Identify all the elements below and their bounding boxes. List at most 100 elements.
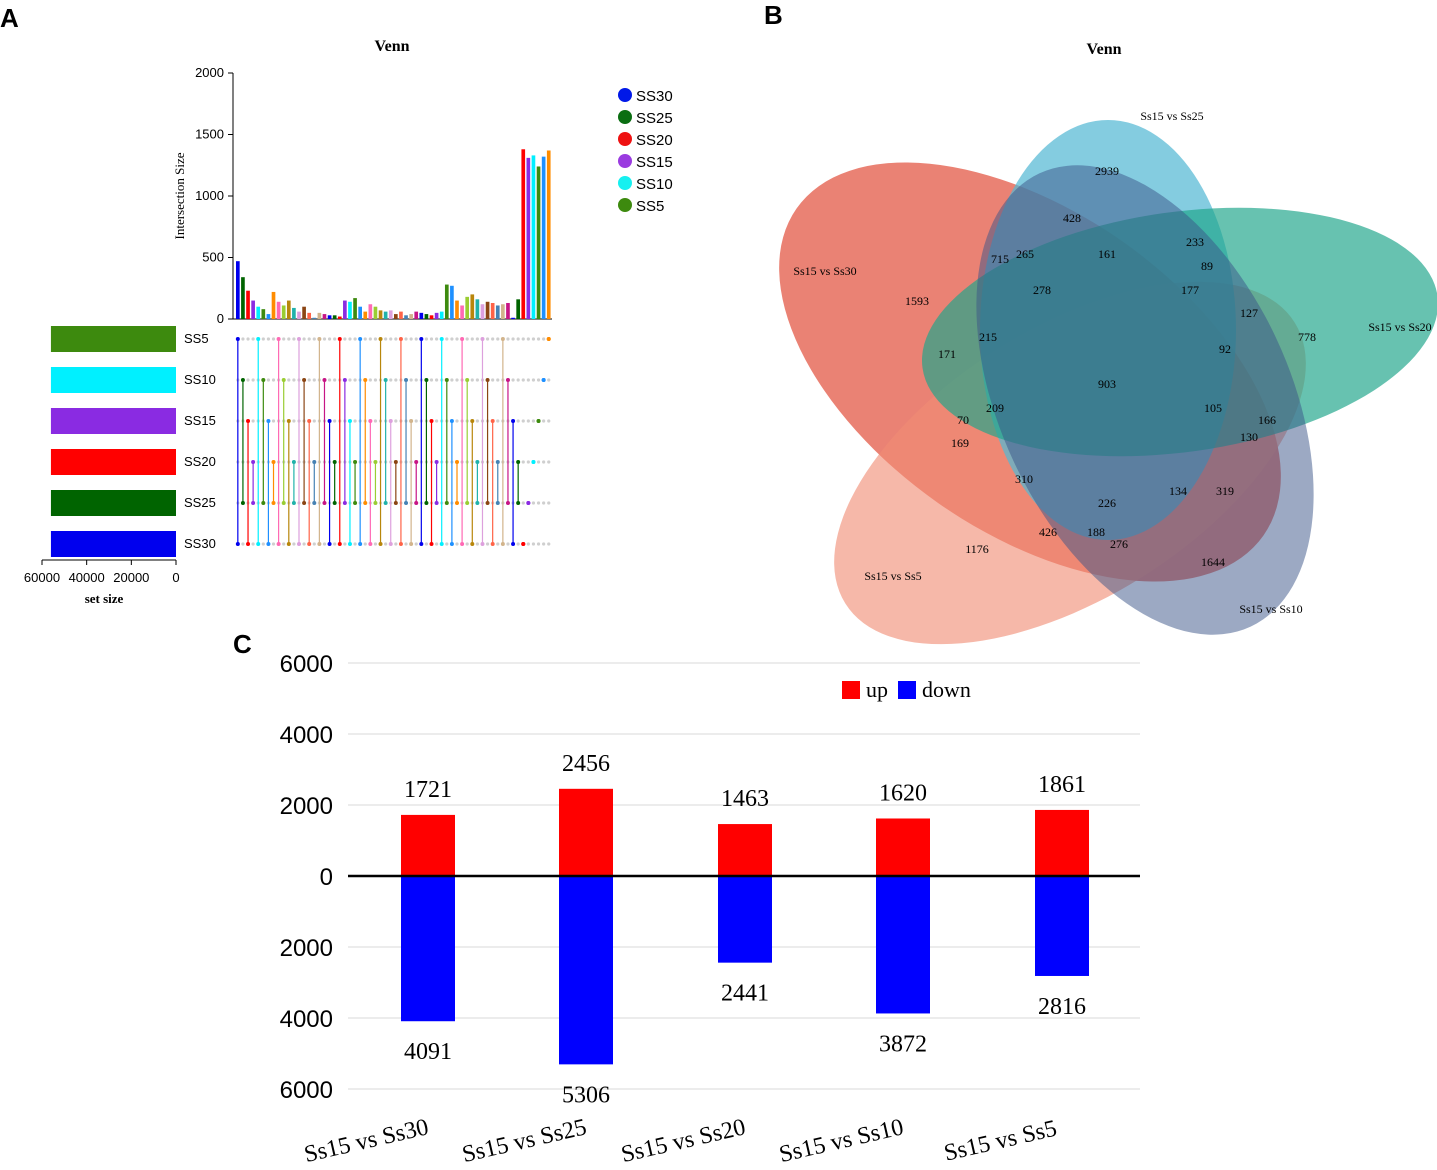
matrix-empty-dot	[414, 542, 418, 546]
matrix-empty-dot	[547, 460, 551, 464]
matrix-dot	[495, 501, 500, 505]
matrix-empty-dot	[521, 378, 525, 382]
matrix-dot	[475, 501, 480, 505]
intersection-bar	[511, 317, 515, 319]
matrix-empty-dot	[536, 501, 541, 505]
intersection-bar	[490, 303, 495, 319]
matrix-dot	[434, 460, 439, 464]
matrix-empty-dot	[445, 337, 449, 341]
venn-region-value: 276	[1110, 537, 1128, 551]
matrix-empty-dot	[322, 337, 327, 341]
matrix-empty-dot	[521, 501, 525, 505]
matrix-empty-dot	[404, 337, 408, 341]
legend-label: SS30	[636, 88, 673, 105]
matrix-dot	[434, 501, 439, 505]
intersection-bar	[261, 309, 266, 319]
matrix-dot	[296, 542, 301, 546]
intersection-bar	[348, 301, 352, 319]
legend-dot	[618, 154, 632, 168]
matrix-dot	[449, 419, 454, 423]
intersection-bar	[526, 157, 531, 319]
matrix-empty-dot	[547, 501, 551, 505]
intersection-bar	[536, 166, 541, 319]
matrix-dot	[495, 460, 500, 464]
set-name-label: SS25	[184, 495, 216, 510]
matrix-empty-dot	[261, 337, 265, 341]
set-size-bar	[50, 449, 176, 475]
matrix-empty-dot	[266, 378, 271, 382]
matrix-empty-dot	[389, 378, 393, 382]
intersection-bar	[394, 314, 398, 319]
intersection-bar	[246, 290, 250, 319]
matrix-dot	[368, 419, 373, 423]
intersection-bar	[399, 311, 403, 319]
upset-y-label: Intersection Size	[172, 152, 187, 239]
intersection-bar	[353, 298, 357, 319]
matrix-empty-dot	[506, 337, 510, 341]
matrix-dot	[505, 501, 510, 505]
matrix-dot	[546, 337, 551, 341]
matrix-dot	[358, 542, 363, 546]
venn-region-value: 70	[957, 413, 969, 427]
matrix-dot	[342, 378, 347, 382]
intersection-bar	[465, 296, 470, 319]
intersection-bar	[424, 314, 429, 319]
matrix-empty-dot	[475, 337, 479, 341]
intersection-bar	[495, 305, 500, 319]
venn-region-value: 134	[1169, 484, 1187, 498]
intersection-bar	[455, 300, 459, 319]
bar-down	[718, 876, 772, 963]
x-category-label: Ss15 vs Ss30	[302, 1114, 431, 1168]
matrix-empty-dot	[394, 542, 398, 546]
matrix-empty-dot	[292, 378, 296, 382]
matrix-empty-dot	[536, 337, 541, 341]
matrix-dot	[358, 337, 363, 341]
intersection-bar	[373, 306, 378, 319]
legend-label-up: up	[866, 677, 888, 702]
matrix-empty-dot	[435, 419, 439, 423]
intersection-bar	[414, 311, 419, 319]
matrix-empty-dot	[307, 337, 311, 341]
x-category-label: Ss15 vs Ss20	[619, 1114, 748, 1168]
matrix-empty-dot	[327, 337, 332, 341]
bar-down	[1035, 876, 1089, 976]
y-tick-label: 0	[320, 864, 333, 891]
matrix-empty-dot	[389, 337, 393, 341]
matrix-dot	[327, 419, 332, 423]
matrix-dot	[332, 460, 337, 464]
matrix-empty-dot	[455, 378, 459, 382]
matrix-dot	[460, 542, 465, 546]
matrix-empty-dot	[251, 337, 255, 341]
upset-y-tick-label: 2000	[195, 65, 224, 80]
intersection-bar	[485, 301, 490, 319]
matrix-dot	[337, 542, 342, 546]
matrix-dot	[449, 542, 454, 546]
set-size-tick-label: 60000	[24, 570, 60, 585]
venn-region-value: 130	[1240, 430, 1258, 444]
matrix-dot	[470, 542, 475, 546]
matrix-dot	[291, 460, 296, 464]
set-name-label: SS30	[184, 536, 216, 551]
matrix-empty-dot	[394, 378, 398, 382]
set-size-bar	[50, 367, 176, 393]
matrix-empty-dot	[542, 542, 546, 546]
matrix-empty-dot	[271, 419, 276, 423]
matrix-empty-dot	[373, 337, 378, 341]
matrix-dot	[246, 419, 251, 423]
matrix-empty-dot	[353, 337, 357, 341]
y-tick-label: 6000	[280, 1077, 333, 1104]
matrix-empty-dot	[343, 542, 347, 546]
matrix-dot	[378, 542, 383, 546]
matrix-empty-dot	[287, 378, 291, 382]
y-tick-label: 4000	[280, 722, 333, 749]
intersection-bar	[302, 306, 306, 319]
set-size-bar	[50, 531, 176, 557]
matrix-dot	[271, 460, 276, 464]
venn-region-value: 169	[951, 436, 969, 450]
intersection-bar	[480, 304, 485, 319]
bar-up	[718, 824, 772, 876]
matrix-dot	[235, 337, 240, 341]
matrix-empty-dot	[327, 378, 332, 382]
matrix-dot	[251, 501, 256, 505]
intersection-bar	[317, 312, 322, 319]
